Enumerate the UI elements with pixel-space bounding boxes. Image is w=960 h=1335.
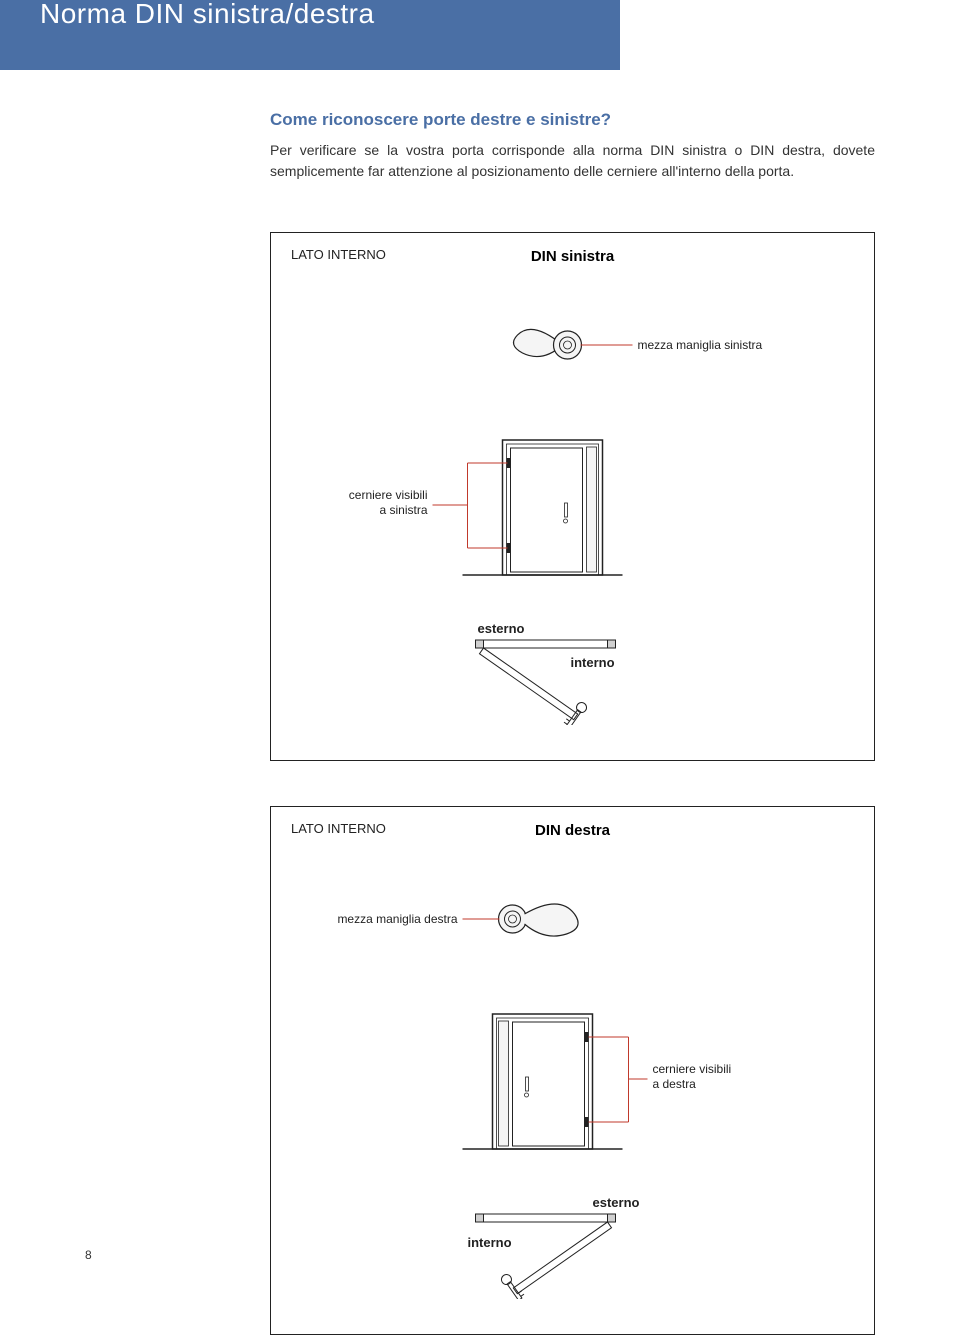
- hinge-label-2: a destra: [653, 1077, 697, 1091]
- interno-label: interno: [468, 1235, 512, 1250]
- hinge-label-1: cerniere visibili: [349, 488, 428, 502]
- esterno-label: esterno: [593, 1195, 640, 1210]
- handle-icon: [514, 329, 582, 359]
- din-destra-box: LATO INTERNO DIN destra mezza maniglia d…: [270, 806, 875, 1335]
- door-topview-icon: esterno interno: [468, 1195, 640, 1299]
- esterno-label: esterno: [478, 621, 525, 636]
- hinge-callout: [589, 1037, 648, 1122]
- din-sinistra-box: LATO INTERNO DIN sinistra mezza maniglia…: [270, 232, 875, 761]
- din-destra-diagram: mezza maniglia destra: [291, 869, 854, 1299]
- body-text: Per verificare se la vostra porta corris…: [270, 140, 875, 182]
- din-sinistra-diagram: mezza maniglia sinistra: [291, 295, 854, 725]
- subtitle: Come riconoscere porte destre e sinistre…: [270, 110, 875, 130]
- door-front-icon: [463, 440, 623, 575]
- door-front-icon: [463, 1014, 623, 1149]
- header-band: Norma DIN sinistra/destra: [0, 0, 620, 70]
- hinge-label-2: a sinistra: [379, 503, 427, 517]
- door-topview-icon: esterno interno: [476, 621, 616, 725]
- page-title: Norma DIN sinistra/destra: [40, 0, 375, 30]
- interno-label: interno: [571, 655, 615, 670]
- handle-label: mezza maniglia sinistra: [638, 338, 763, 352]
- content: Come riconoscere porte destre e sinistre…: [270, 110, 875, 1335]
- page-number: 8: [85, 1248, 92, 1262]
- hinge-label-1: cerniere visibili: [653, 1062, 732, 1076]
- handle-icon: [499, 904, 579, 936]
- hinge-callout: [433, 463, 508, 548]
- handle-label: mezza maniglia destra: [337, 912, 457, 926]
